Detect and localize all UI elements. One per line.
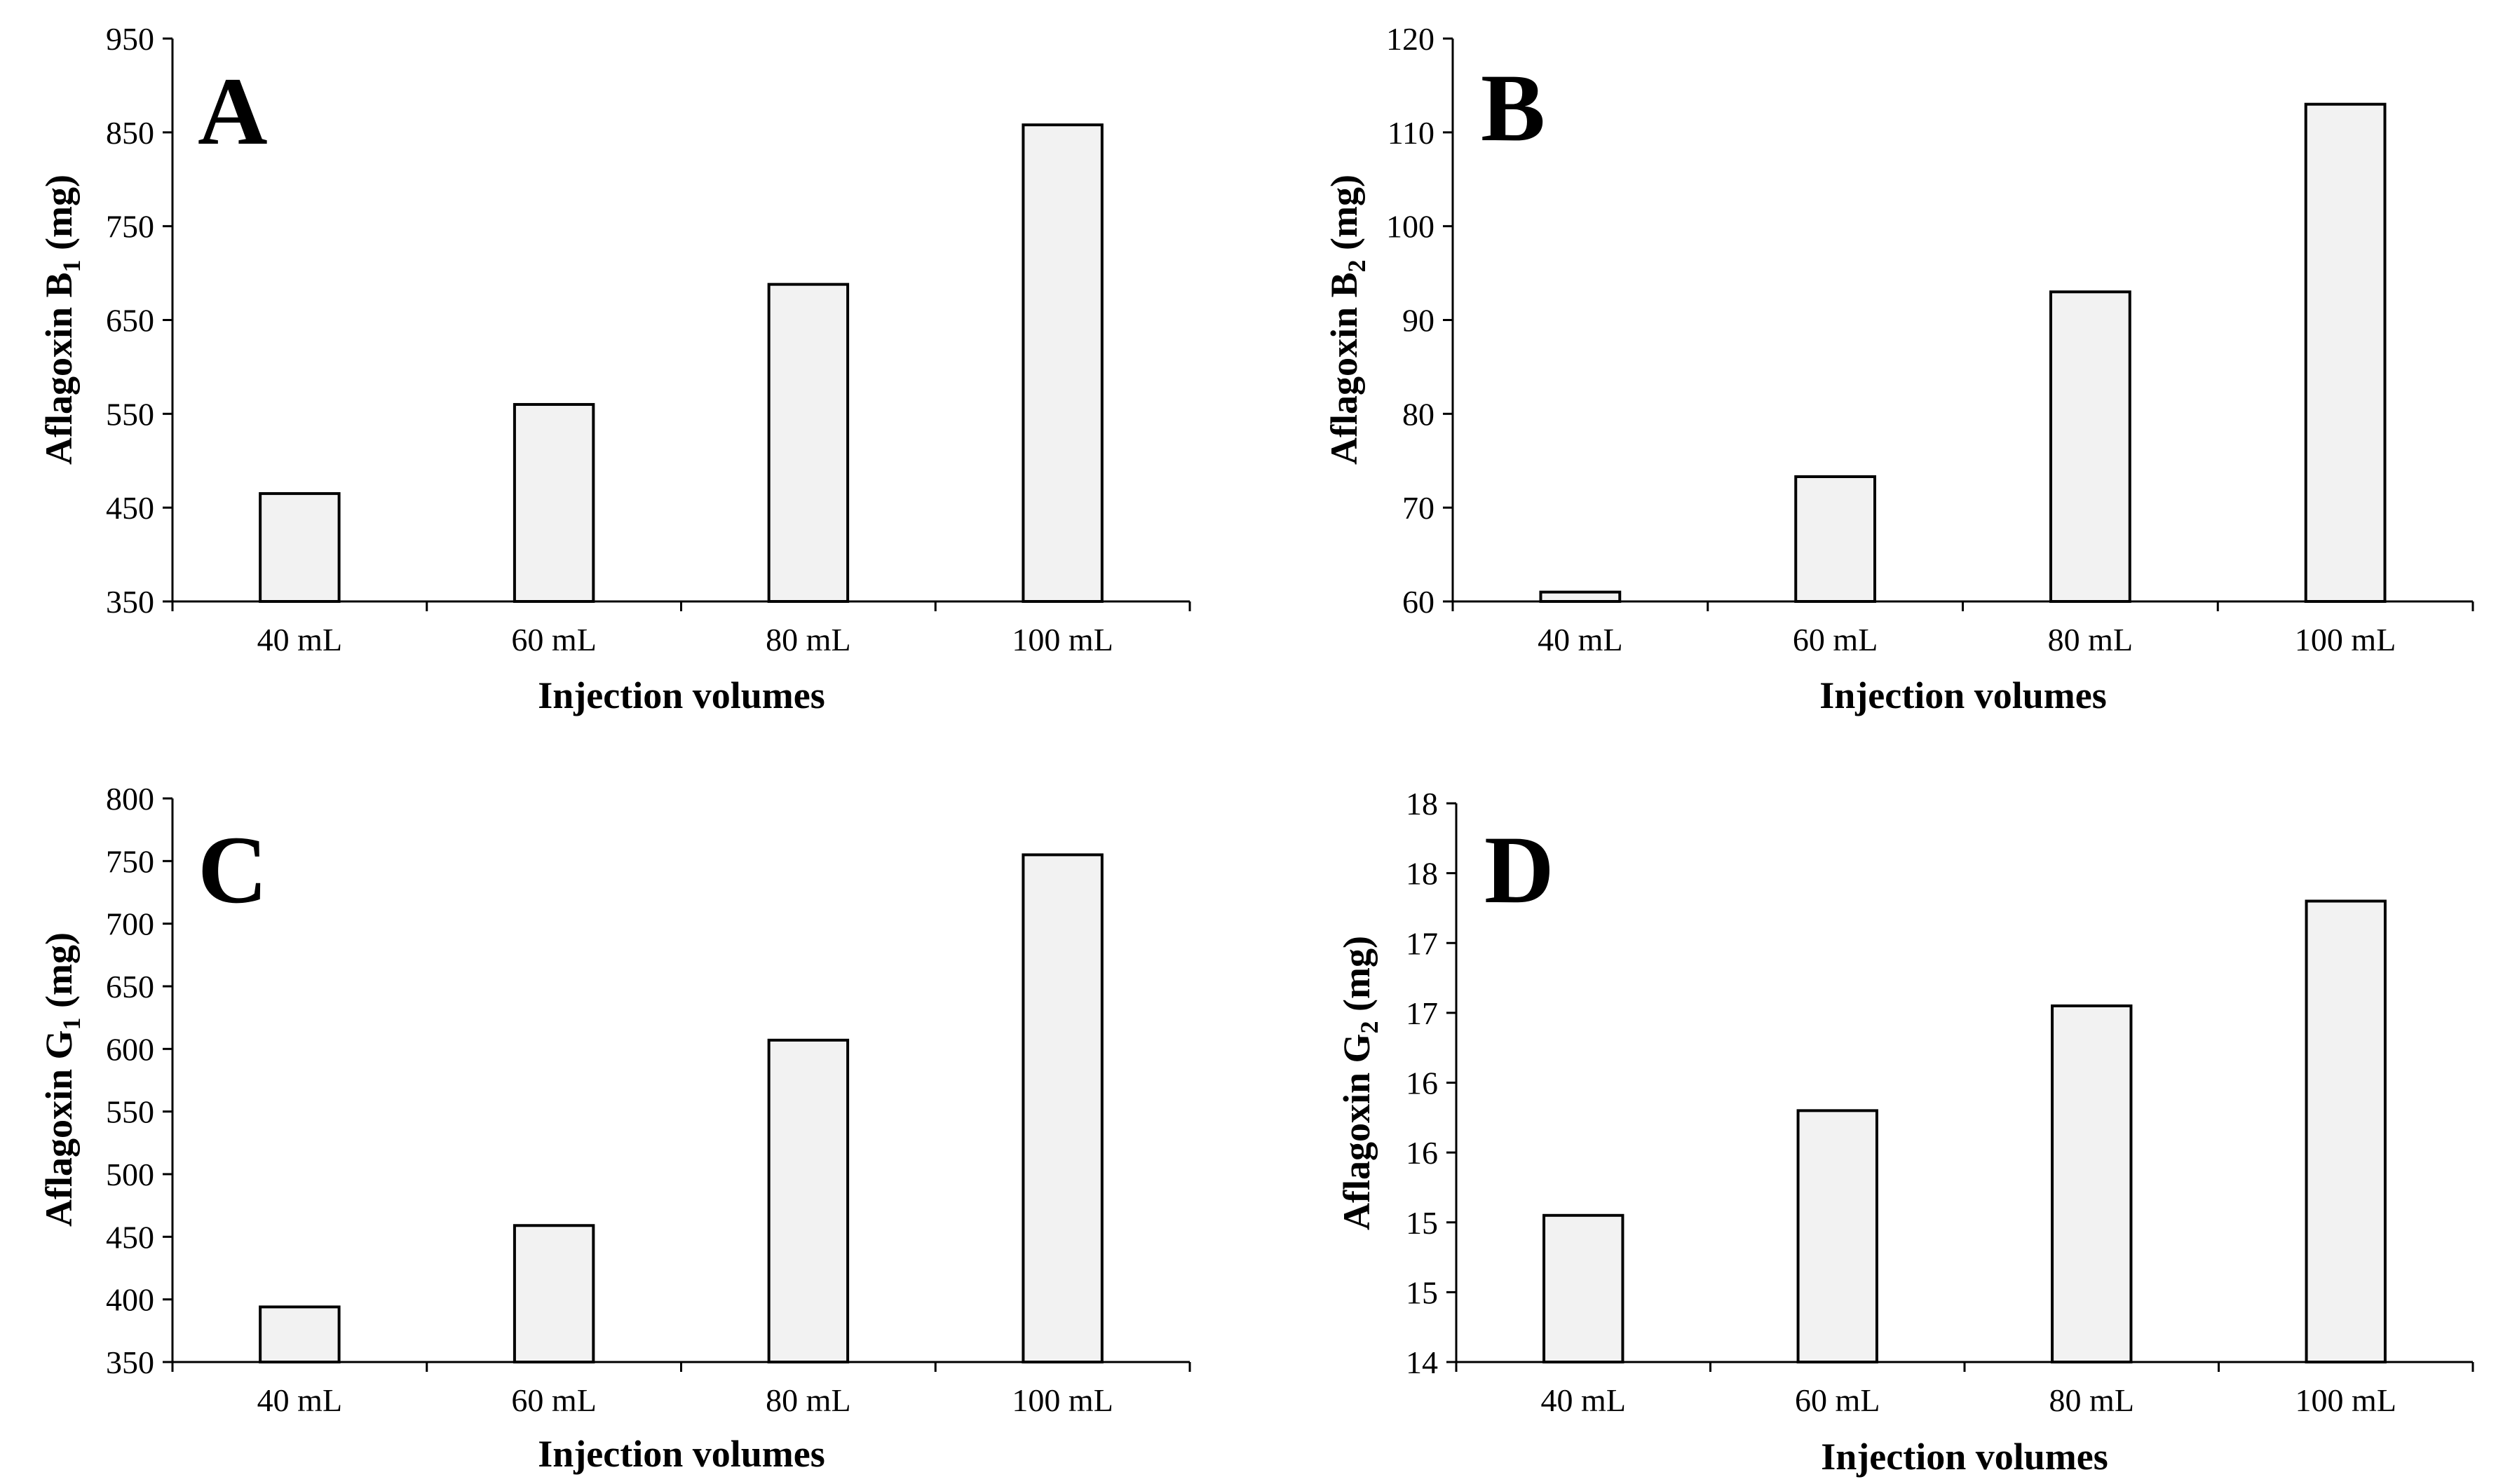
- bar: [2049, 290, 2131, 603]
- y-tick-label: 90: [1402, 303, 1434, 339]
- y-tick-label: 550: [106, 1094, 154, 1130]
- y-tick-label: 100: [1386, 209, 1434, 245]
- y-tick-label: 750: [106, 209, 154, 245]
- x-tick-label: 100 mL: [2295, 622, 2396, 658]
- y-axis-title-unit: (mg): [38, 175, 80, 259]
- y-tick-label: 800: [106, 781, 154, 817]
- y-tick-label: 15: [1406, 1274, 1438, 1310]
- x-axis-title: Injection volumes: [538, 1433, 825, 1475]
- x-axis-title: Injection volumes: [1821, 1436, 2108, 1478]
- y-tick-label: 350: [106, 1345, 154, 1380]
- y-tick-label: 17: [1406, 995, 1438, 1031]
- y-tick-label: 16: [1406, 1066, 1438, 1101]
- y-axis-title-unit: (mg): [1323, 175, 1365, 259]
- x-tick-label: 40 mL: [1541, 1382, 1626, 1418]
- y-axis-title-text: Aflagoxin G: [1336, 1033, 1378, 1230]
- y-axis-title-subscript: 1: [57, 259, 86, 272]
- y-axis-title-subscript: 2: [1355, 1021, 1383, 1033]
- x-tick-label: 100 mL: [1012, 622, 1113, 658]
- x-tick-label: 60 mL: [1793, 622, 1878, 658]
- y-tick-label: 650: [106, 303, 154, 339]
- y-axis-title-text: Aflagoxin B: [1323, 272, 1365, 465]
- x-tick-label: 80 mL: [766, 622, 850, 658]
- x-tick-label: 60 mL: [1795, 1382, 1880, 1418]
- y-tick-label: 650: [106, 969, 154, 1005]
- y-tick-label: 450: [106, 490, 154, 526]
- y-tick-label: 450: [106, 1219, 154, 1255]
- y-tick-label: 600: [106, 1031, 154, 1067]
- bar: [259, 492, 341, 604]
- x-tick-label: 40 mL: [257, 1382, 342, 1418]
- y-tick-label: 14: [1406, 1345, 1438, 1380]
- bar: [2304, 102, 2387, 603]
- y-tick-label: 18: [1406, 786, 1438, 822]
- panel-letter: B: [1481, 54, 1545, 161]
- bar: [2051, 1004, 2133, 1363]
- x-tick-label: 80 mL: [766, 1382, 850, 1418]
- bar: [767, 1038, 850, 1363]
- panel-letter: C: [198, 816, 268, 923]
- bar: [1022, 853, 1104, 1363]
- bar: [1542, 1213, 1624, 1363]
- y-tick-label: 400: [106, 1282, 154, 1318]
- x-axis-title: Injection volumes: [1819, 674, 2106, 716]
- bar: [1796, 1109, 1878, 1363]
- y-tick-label: 70: [1402, 490, 1434, 526]
- chart-panel-c: C Injection volumes Aflagoxin G1 (mg) 40…: [38, 781, 1191, 1475]
- x-tick-label: 60 mL: [511, 622, 596, 658]
- y-tick-label: 80: [1402, 396, 1434, 432]
- bar: [259, 1305, 341, 1364]
- y-tick-label: 18: [1406, 856, 1438, 892]
- bar: [1022, 123, 1104, 604]
- y-tick-label: 700: [106, 906, 154, 942]
- bar: [2305, 899, 2387, 1363]
- x-tick-label: 40 mL: [257, 622, 342, 658]
- y-tick-label: 15: [1406, 1205, 1438, 1241]
- x-tick-label: 100 mL: [2295, 1382, 2396, 1418]
- bar: [767, 282, 850, 603]
- y-tick-label: 120: [1386, 21, 1434, 57]
- y-axis-title-subscript: 1: [57, 1017, 86, 1030]
- x-axis-title: Injection volumes: [538, 674, 825, 716]
- y-axis-title: Aflagoxin B1 (mg): [38, 175, 86, 465]
- x-tick-label: 60 mL: [511, 1382, 596, 1418]
- y-axis-title-subscript: 2: [1343, 259, 1371, 272]
- y-tick-label: 110: [1388, 115, 1434, 151]
- chart-panel-d: D Injection volumes Aflagoxin G2 (mg) 40…: [1336, 786, 2474, 1478]
- y-axis-title-text: Aflagoxin G: [38, 1030, 80, 1227]
- y-axis-title: Aflagoxin B2 (mg): [1323, 175, 1371, 465]
- x-tick-label: 80 mL: [2049, 1382, 2134, 1418]
- y-tick-label: 550: [106, 396, 154, 432]
- chart-panel-b: B Injection volumes Aflagoxin B2 (mg) 40…: [1323, 21, 2474, 716]
- y-tick-label: 60: [1402, 584, 1434, 620]
- y-axis-title: Aflagoxin G2 (mg): [1336, 936, 1383, 1230]
- y-axis-title-unit: (mg): [1336, 936, 1378, 1021]
- chart-panel-a: A Injection volumes Aflagoxin B1 (mg) 40…: [38, 21, 1191, 716]
- y-tick-label: 750: [106, 843, 154, 879]
- bar: [513, 1224, 595, 1363]
- bar: [513, 402, 595, 603]
- y-tick-label: 17: [1406, 925, 1438, 961]
- panel-letter: A: [198, 57, 268, 165]
- y-tick-label: 500: [106, 1157, 154, 1192]
- y-tick-label: 350: [106, 584, 154, 620]
- y-tick-label: 16: [1406, 1135, 1438, 1171]
- y-tick-label: 850: [106, 115, 154, 151]
- x-tick-label: 40 mL: [1538, 622, 1622, 658]
- panel-letter: D: [1484, 816, 1554, 923]
- y-axis-title-text: Aflagoxin B: [38, 272, 80, 465]
- y-tick-label: 950: [106, 21, 154, 57]
- bar: [1539, 590, 1622, 603]
- x-tick-label: 80 mL: [2048, 622, 2133, 658]
- bar: [1794, 475, 1877, 603]
- y-axis-title: Aflagoxin G1 (mg): [38, 932, 86, 1227]
- x-tick-label: 100 mL: [1012, 1382, 1113, 1418]
- y-axis-title-unit: (mg): [38, 932, 80, 1017]
